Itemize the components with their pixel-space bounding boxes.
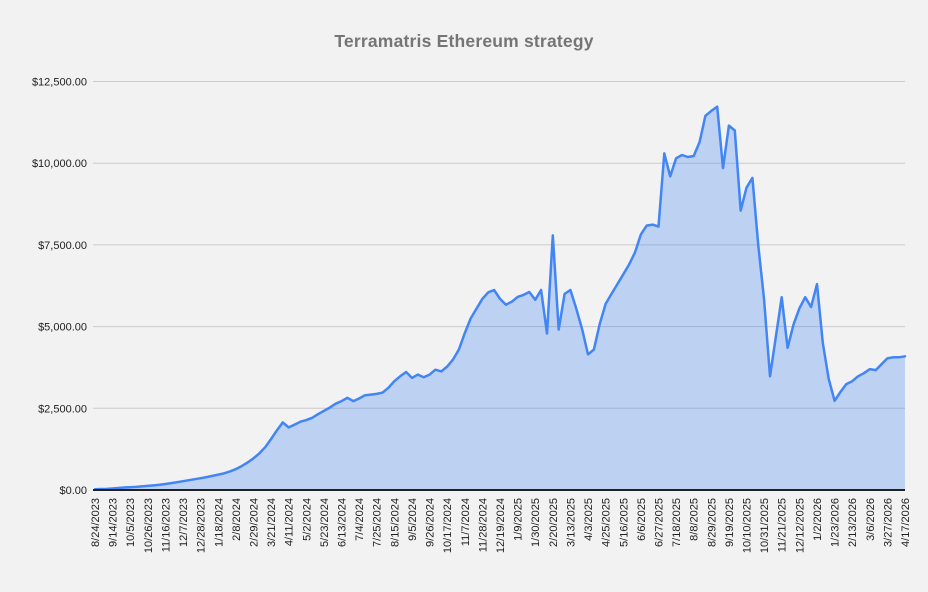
x-axis-tick-label: 5/23/2024 (319, 498, 331, 547)
series-line (93, 105, 907, 491)
x-axis-tick-label: 9/19/2025 (724, 498, 736, 547)
x-axis-tick-label: 10/5/2023 (125, 498, 137, 547)
x-axis-tick-label: 6/13/2024 (337, 498, 349, 547)
chart-title: Terramatris Ethereum strategy (334, 31, 594, 51)
x-axis-tick-label: 1/2/2026 (812, 498, 824, 541)
x-axis-tick-label: 1/18/2024 (213, 498, 225, 547)
x-axis-tick-label: 11/7/2024 (460, 498, 472, 546)
x-axis-tick-label: 6/27/2025 (653, 498, 665, 547)
x-axis-tick-label: 4/25/2025 (601, 498, 613, 547)
x-axis-tick-label: 1/9/2025 (513, 498, 525, 541)
x-axis-tick-label: 12/28/2023 (196, 498, 208, 553)
x-axis-tick-label: 9/14/2023 (108, 498, 120, 547)
x-axis-tick-label: 8/8/2025 (689, 498, 701, 541)
x-axis-tick-label: 12/7/2023 (178, 498, 190, 547)
y-axis-tick-label: $12,500.00 (32, 77, 87, 89)
x-axis-tick-label: 2/13/2026 (847, 498, 859, 547)
x-axis-tick-label: 7/18/2025 (671, 498, 683, 547)
y-axis-tick-label: $7,500.00 (38, 240, 87, 252)
x-axis-tick-label: 3/27/2026 (882, 498, 894, 547)
x-axis-tick-label: 2/29/2024 (248, 498, 260, 547)
y-axis-tick-label: $5,000.00 (38, 322, 87, 334)
x-axis-tick-label: 1/23/2026 (830, 498, 842, 547)
x-axis-tick-label: 2/20/2025 (548, 498, 560, 547)
x-axis-tick-label: 10/31/2025 (759, 498, 771, 553)
x-axis-tick-label: 5/16/2025 (618, 498, 630, 547)
x-axis-tick-label: 4/17/2026 (900, 498, 912, 547)
x-axis-tick-label: 8/24/2023 (90, 498, 102, 547)
x-axis-tick-label: 9/5/2024 (407, 498, 419, 541)
series-area (95, 106, 905, 490)
x-axis-tick-label: 3/6/2026 (865, 498, 877, 541)
x-axis-tick-label: 10/26/2023 (143, 498, 155, 553)
x-axis-tick-label: 11/21/2025 (777, 498, 789, 552)
x-axis-tick-label: 3/13/2025 (565, 498, 577, 547)
x-axis-tick-label: 12/19/2024 (495, 498, 507, 553)
x-axis-tick-label: 3/21/2024 (266, 498, 278, 547)
x-axis-tick-label: 11/16/2023 (160, 498, 172, 552)
x-axis-tick-label: 4/11/2024 (284, 498, 296, 546)
x-axis-tick-label: 11/28/2024 (477, 498, 489, 552)
x-axis-tick-label: 8/15/2024 (389, 498, 401, 547)
y-axis-tick-label: $10,000.00 (32, 158, 87, 170)
y-axis-tick-label: $2,500.00 (38, 403, 87, 415)
x-axis-tick-label: 10/17/2024 (442, 498, 454, 553)
x-axis-tick-label: 2/8/2024 (231, 498, 243, 541)
x-axis-tick-label: 7/25/2024 (372, 498, 384, 547)
x-axis-tick-label: 8/29/2025 (706, 498, 718, 547)
x-axis-tick-label: 10/10/2025 (742, 498, 754, 553)
x-axis-tick-label: 4/3/2025 (583, 498, 595, 541)
x-axis-tick-label: 12/12/2025 (794, 498, 806, 553)
x-axis-tick-label: 6/6/2025 (636, 498, 648, 541)
x-axis-tick-label: 7/4/2024 (354, 498, 366, 541)
x-axis-tick-label: 5/2/2024 (301, 498, 313, 541)
x-axis-tick-label: 9/26/2024 (425, 498, 437, 547)
x-axis-tick-label: 1/30/2025 (530, 498, 542, 547)
y-axis-tick-label: $0.00 (59, 485, 87, 497)
